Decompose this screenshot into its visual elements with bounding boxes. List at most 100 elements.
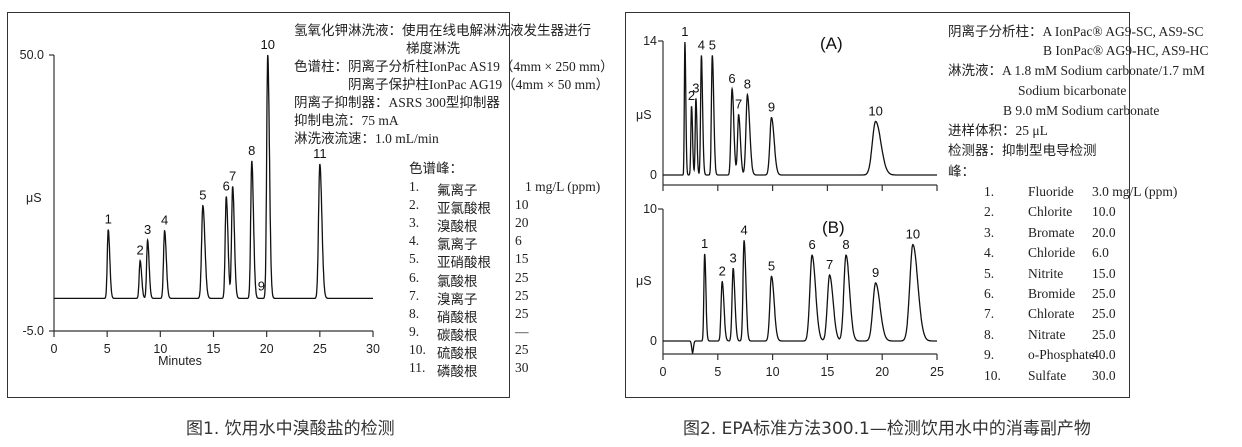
- peak-label: 8: [248, 143, 255, 158]
- x-tick-label: 0: [51, 342, 58, 356]
- y-axis-label: μS: [636, 108, 652, 122]
- peak-label: 5: [768, 258, 775, 273]
- fig1-peak-name: 氯酸根: [437, 273, 478, 289]
- fig2-peak-conc: 25.0: [1092, 286, 1116, 301]
- y-tick-label: 50.0: [20, 48, 44, 62]
- fig1-peak-conc: 25: [515, 269, 529, 285]
- peak-label: 3: [730, 250, 737, 265]
- fig1-peak-num: 9.: [409, 323, 420, 339]
- fig1-peak-name: 溴离子: [437, 291, 478, 307]
- figure2-panel: 14 0 μS 1 2 3 4 5 6 7 8 9 10 (A) 0 5 10 15 20 25 10 0 μS 1 2 3 4 5 6…: [625, 12, 1209, 398]
- fig1-peak-conc: —: [515, 323, 529, 339]
- fig1-peak-num: 6.: [409, 269, 420, 285]
- y-tick-label: 10: [643, 202, 657, 216]
- fig2-peak-name: o-Phosphate: [1028, 347, 1095, 363]
- peak-label: 4: [161, 213, 168, 228]
- fig2-peak-conc: 3.0 mg/L (ppm): [1092, 184, 1178, 199]
- y-tick-label: 14: [643, 34, 657, 48]
- y-tick-label: 0: [650, 168, 657, 182]
- x-tick-label: 5: [714, 365, 721, 379]
- fig1-peak-name: 磷酸根: [437, 364, 478, 379]
- fig1-suppressor: 阴离子抑制器：ASRS 300型抑制器: [294, 95, 500, 110]
- fig1-peak-num: 4.: [409, 233, 420, 249]
- peak-label: 9: [768, 100, 775, 115]
- x-tick-label: 10: [153, 342, 167, 356]
- x-tick-label: 0: [660, 365, 667, 379]
- peak-label: 8: [842, 237, 849, 252]
- peak-label: 4: [740, 223, 747, 238]
- fig1-peak-num: 7.: [409, 287, 420, 303]
- fig1-peak-conc: 25: [515, 341, 529, 357]
- fig2-peaks-title: 峰：: [948, 164, 975, 179]
- x-tick-label: 20: [875, 365, 889, 379]
- fig2-peak-name: Fluoride: [1028, 184, 1074, 199]
- fig1-peak-conc: 6: [515, 233, 522, 249]
- fig2-chart-a: 14 0 μS 1 23 4 5 678 9 10 (A): [636, 24, 938, 191]
- x-tick-label: 30: [366, 342, 380, 356]
- fig2-column-b: B IonPac® AG9-HC, AS9-HC: [1043, 43, 1209, 58]
- fig2-eluent-b: B 9.0 mM Sodium carbonate: [1003, 103, 1160, 118]
- x-tick-label: 25: [930, 365, 944, 379]
- fig1-peak-conc: 30: [515, 360, 529, 375]
- fig2-peak-conc: 15.0: [1092, 265, 1116, 281]
- peak-label: 6: [223, 179, 230, 194]
- peak-label: 6: [728, 71, 735, 86]
- fig2-peak-num: 2.: [984, 204, 995, 220]
- peak-label: 7: [735, 97, 742, 112]
- peak-label: 3: [144, 222, 151, 237]
- fig1-peak-conc: 15: [515, 251, 529, 267]
- fig1-eluent-cont: 梯度淋洗: [406, 41, 460, 56]
- peak-label: 2: [719, 264, 726, 279]
- fig2-peak-name: Nitrite: [1028, 265, 1064, 281]
- fig1-peak-num: 10.: [409, 341, 426, 357]
- fig2-peak-conc: 30.0: [1092, 367, 1116, 383]
- figure1-caption: 图1. 饮用水中溴酸盐的检测: [186, 419, 395, 439]
- fig2-peak-num: 5.: [984, 265, 995, 281]
- fig1-guard-column: 阴离子保护柱IonPac AG19（4mm × 50 mm）: [348, 77, 610, 92]
- chromatogram-trace: [663, 240, 937, 355]
- fig2-peak-num: 10.: [984, 367, 1001, 383]
- peak-label: 1: [681, 24, 688, 39]
- y-tick-label: -5.0: [22, 324, 44, 338]
- peak-label: 2: [137, 243, 144, 258]
- peak-label: 8: [744, 77, 751, 92]
- fig1-peak-conc: 25: [515, 287, 529, 303]
- fig2-peak-conc: 25.0: [1092, 306, 1116, 322]
- x-tick-label: 25: [313, 342, 327, 356]
- fig2-peak-conc: 6.0: [1092, 245, 1109, 261]
- fig2-peak-name: Nitrate: [1028, 326, 1066, 342]
- fig2-peak-num: 8.: [984, 326, 995, 342]
- fig2-peak-name: Bromate: [1028, 224, 1075, 240]
- x-tick-label: 10: [766, 365, 780, 379]
- peak-label: 4: [698, 37, 705, 52]
- fig2-eluent-a-cont: Sodium bicarbonate: [1018, 83, 1127, 98]
- y-axis-label: μS: [26, 191, 42, 205]
- figure2-caption: 图2. EPA标准方法300.1—检测饮用水中的消毒副产物: [683, 419, 1091, 439]
- fig2-peak-num: 1.: [984, 184, 995, 199]
- fig2-peak-name: Chloride: [1028, 245, 1076, 261]
- fig1-peak-name: 硝酸根: [437, 309, 478, 325]
- fig2-peak-num: 7.: [984, 306, 995, 322]
- fig1-peak-name: 氯离子: [437, 237, 478, 253]
- chromatogram-trace: [54, 54, 373, 300]
- fig2-peak-name: Sulfate: [1028, 367, 1067, 383]
- fig1-peak-conc: 10: [515, 197, 529, 213]
- fig1-peak-conc: 20: [515, 215, 529, 231]
- fig1-column: 色谱柱：阴离子分析柱IonPac AS19（4mm × 250 mm）: [294, 59, 614, 74]
- fig1-peak-num: 1.: [409, 179, 420, 194]
- fig2-column-a: 阴离子分析柱：A IonPac® AG9-SC, AS9-SC: [948, 24, 1204, 39]
- fig2-peak-num: 4.: [984, 245, 995, 261]
- y-tick-label: 0: [650, 334, 657, 348]
- fig1-peak-name: 硫酸根: [437, 345, 478, 361]
- fig1-peak-name: 亚硝酸根: [437, 255, 491, 271]
- fig2-peak-num: 9.: [984, 347, 995, 363]
- chromatogram-trace: [663, 41, 937, 176]
- peak-label: 9: [258, 278, 265, 293]
- fig1-flow: 淋洗液流速：1.0 mL/min: [294, 131, 439, 146]
- peak-label: 1: [105, 212, 112, 227]
- fig2-peak-num: 6.: [984, 286, 995, 301]
- peak-label: 10: [906, 227, 920, 242]
- x-tick-label: 20: [260, 342, 274, 356]
- fig2-peak-num: 3.: [984, 224, 995, 240]
